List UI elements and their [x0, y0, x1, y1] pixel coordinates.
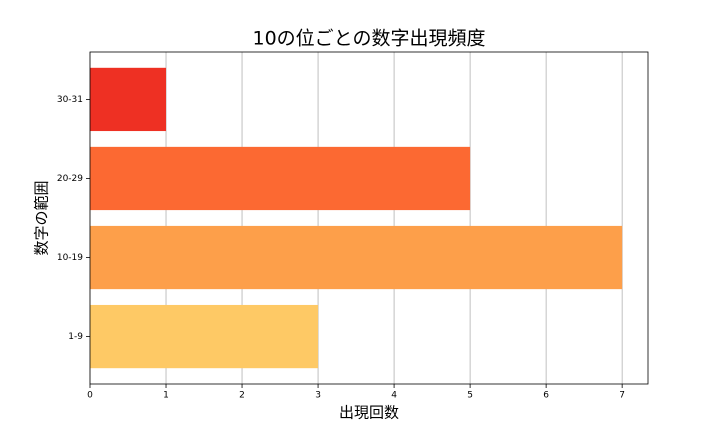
bar — [90, 225, 623, 290]
x-tick-label: 0 — [87, 391, 93, 401]
x-tick-label: 5 — [467, 391, 473, 401]
y-tick-label: 1-9 — [68, 332, 83, 342]
bar — [90, 304, 319, 369]
bar — [90, 67, 167, 132]
x-axis-label: 出現回数 — [339, 404, 399, 422]
x-tick-label: 2 — [239, 391, 245, 401]
x-tick-label: 3 — [315, 391, 321, 401]
plot-frame — [89, 51, 649, 385]
y-tick-label: 10-19 — [57, 253, 83, 263]
x-tick-label: 6 — [543, 391, 549, 401]
x-tick-label: 4 — [391, 391, 397, 401]
y-axis-label: 数字の範囲 — [33, 180, 51, 255]
x-tick-label: 7 — [619, 391, 625, 401]
y-tick-label: 20-29 — [57, 174, 83, 184]
chart-title: 10の位ごとの数字出現頻度 — [253, 28, 486, 50]
bar — [90, 146, 471, 211]
x-tick-label: 1 — [163, 391, 169, 401]
y-tick-label: 30-31 — [57, 95, 83, 105]
